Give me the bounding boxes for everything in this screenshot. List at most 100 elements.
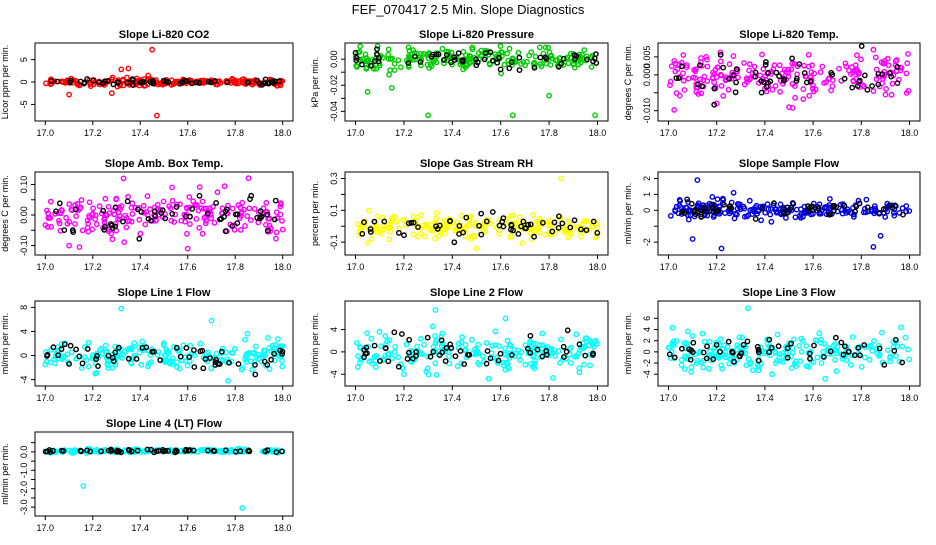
x-tick-label: 17.8 — [226, 523, 244, 533]
data-point — [196, 80, 203, 86]
data-point — [429, 323, 436, 330]
data-point — [386, 221, 393, 228]
data-point — [252, 343, 259, 350]
data-point — [208, 365, 215, 372]
data-point — [108, 447, 115, 454]
data-point — [169, 210, 176, 217]
data-point — [458, 212, 465, 219]
x-tick-label: 17.0 — [660, 128, 678, 138]
data-point — [872, 54, 879, 61]
data-point — [792, 94, 798, 101]
data-point — [900, 211, 906, 218]
x-tick-label: 17.0 — [347, 128, 365, 138]
data-point — [780, 358, 786, 365]
data-point — [548, 52, 555, 59]
data-point — [90, 77, 97, 84]
data-point — [806, 350, 813, 357]
data-point — [485, 375, 492, 382]
data-point — [872, 208, 878, 215]
data-point — [508, 212, 515, 219]
data-point — [455, 50, 462, 56]
data-point — [789, 81, 796, 87]
data-point — [279, 350, 285, 357]
data-point — [532, 53, 539, 60]
data-point — [763, 59, 769, 65]
data-point — [272, 197, 279, 204]
plot-4: Slope Amb. Box Temp. degrees C per min. 17… — [0, 158, 294, 272]
data-point — [476, 222, 482, 229]
data-point — [680, 77, 687, 84]
plot-title: Slope Line 2 Flow — [430, 287, 523, 299]
data-point — [58, 206, 65, 213]
data-point — [769, 371, 775, 378]
data-point — [876, 209, 883, 216]
data-point — [531, 360, 538, 367]
data-point — [866, 356, 873, 363]
data-point — [475, 341, 481, 348]
data-point — [777, 357, 784, 364]
data-point — [417, 59, 424, 65]
data-point — [44, 207, 50, 214]
data-point — [886, 202, 893, 209]
data-point — [429, 51, 436, 58]
data-point — [462, 341, 469, 348]
data-point — [377, 358, 383, 364]
data-point — [689, 332, 696, 339]
data-point — [42, 361, 49, 368]
data-point — [883, 86, 889, 92]
data-point — [500, 359, 507, 366]
data-point — [718, 72, 725, 79]
data-point — [432, 307, 439, 313]
data-point — [207, 355, 214, 361]
data-point — [841, 202, 848, 209]
data-point — [139, 79, 146, 85]
data-point — [103, 348, 110, 355]
plot-frame — [344, 300, 609, 387]
data-point — [129, 76, 136, 83]
data-point — [58, 447, 65, 454]
data-point — [508, 232, 515, 239]
data-point — [234, 220, 241, 227]
data-point — [736, 352, 743, 359]
data-point — [829, 71, 836, 78]
data-point — [762, 61, 769, 68]
data-point — [147, 78, 154, 85]
x-tick-label: 18.0 — [589, 393, 607, 403]
data-point — [273, 449, 280, 455]
data-point — [102, 342, 109, 349]
y-tick-label: 0.10 — [19, 176, 29, 194]
data-point — [171, 80, 177, 86]
data-point — [893, 57, 900, 63]
data-point — [539, 342, 546, 348]
data-point — [147, 217, 154, 224]
data-point — [515, 230, 522, 237]
y-tick-label: 2 — [642, 176, 652, 181]
data-point — [838, 339, 845, 346]
data-point — [555, 63, 562, 70]
x-tick-label: 17.8 — [540, 262, 558, 272]
x-tick-label: 17.2 — [708, 128, 726, 138]
data-point — [110, 358, 117, 364]
data-point — [684, 196, 691, 203]
data-point — [539, 353, 546, 360]
data-point — [536, 229, 543, 236]
data-point — [759, 51, 765, 58]
data-point — [758, 217, 764, 224]
data-point — [72, 206, 79, 213]
data-point — [93, 221, 100, 228]
data-point — [545, 347, 552, 353]
data-point — [764, 201, 771, 208]
data-point — [531, 233, 537, 240]
x-tick-label: 17.8 — [853, 393, 871, 403]
data-point — [247, 358, 254, 365]
data-point — [410, 231, 417, 238]
data-point — [66, 242, 73, 249]
x-tick-label: 17.6 — [804, 393, 822, 403]
x-tick-label: 17.6 — [492, 128, 510, 138]
data-point — [61, 353, 67, 360]
data-point — [165, 79, 172, 86]
data-point — [466, 351, 473, 358]
data-point — [98, 448, 105, 455]
data-point — [767, 352, 773, 359]
data-point — [459, 226, 466, 233]
